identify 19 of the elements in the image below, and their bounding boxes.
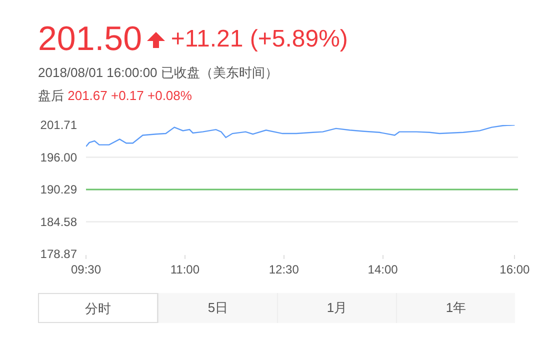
x-tick-label: 14:00 bbox=[368, 262, 398, 276]
chart-subtitle: 2018/08/01 16:00:00 已收盘（美东时间） bbox=[38, 64, 278, 82]
x-tick-label: 16:00 bbox=[500, 262, 530, 276]
text: 分时 bbox=[38, 293, 158, 323]
line-series bbox=[86, 125, 516, 148]
y-tick-label: 184.58 bbox=[40, 214, 78, 229]
x-tick-label: 09:30 bbox=[70, 262, 102, 276]
text: 5日 bbox=[158, 293, 277, 323]
text: +11.21 (+5.89%) bbox=[170, 26, 348, 52]
text: 盘后 201.67 +0.17 +0.08% bbox=[38, 87, 192, 105]
text: 1月 bbox=[277, 293, 396, 323]
y-tick-label: 201.71 bbox=[40, 118, 78, 132]
x-tick-label: 11:00 bbox=[170, 262, 200, 276]
y-tick-label: 190.29 bbox=[40, 182, 78, 197]
chart-title: 201.50 bbox=[38, 20, 142, 58]
y-tick-label: 196.00 bbox=[40, 150, 78, 164]
text: 1年 bbox=[396, 293, 515, 323]
x-tick-label: 12:30 bbox=[268, 262, 300, 276]
y-tick-label: 178.87 bbox=[40, 247, 78, 262]
